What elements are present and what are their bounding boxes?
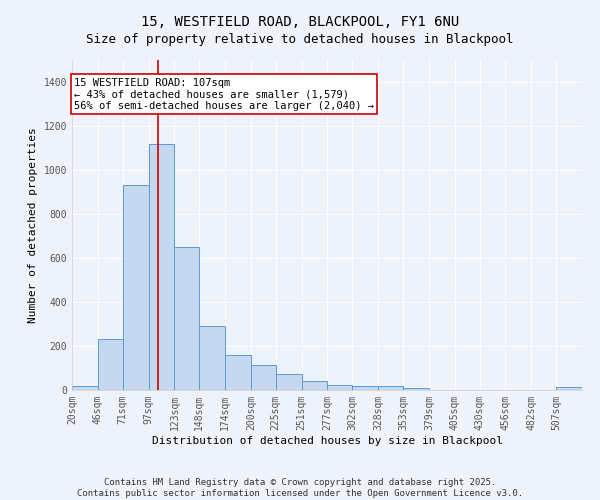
Text: Size of property relative to detached houses in Blackpool: Size of property relative to detached ho… [86,32,514,46]
Bar [403,388,429,390]
Bar [302,381,328,390]
Bar [352,386,378,390]
Bar [556,386,582,390]
Bar [276,374,302,390]
Text: 15 WESTFIELD ROAD: 107sqm
← 43% of detached houses are smaller (1,579)
56% of se: 15 WESTFIELD ROAD: 107sqm ← 43% of detac… [74,78,374,111]
Bar [225,355,251,390]
Bar [149,144,175,390]
Y-axis label: Number of detached properties: Number of detached properties [28,127,38,323]
Bar [72,386,98,390]
Bar [175,247,199,390]
Bar [251,364,276,390]
Bar [378,386,403,390]
Bar [123,186,149,390]
Bar [328,385,352,390]
Bar [98,340,123,390]
Text: 15, WESTFIELD ROAD, BLACKPOOL, FY1 6NU: 15, WESTFIELD ROAD, BLACKPOOL, FY1 6NU [141,15,459,29]
Text: Contains HM Land Registry data © Crown copyright and database right 2025.
Contai: Contains HM Land Registry data © Crown c… [77,478,523,498]
X-axis label: Distribution of detached houses by size in Blackpool: Distribution of detached houses by size … [151,436,503,446]
Bar [199,326,225,390]
